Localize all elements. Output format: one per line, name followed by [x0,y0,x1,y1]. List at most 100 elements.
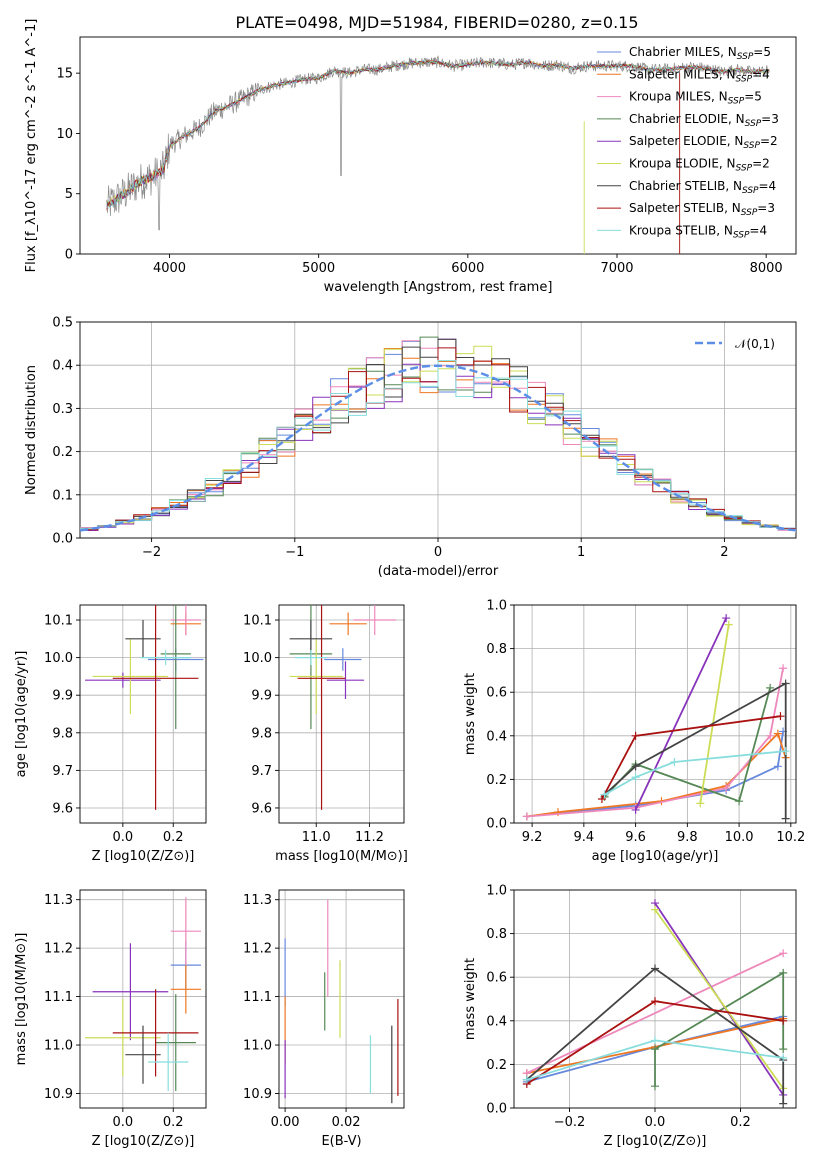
y-tick-label: 0.2 [486,773,507,788]
weight-series [526,668,784,818]
errorbars [85,605,204,810]
y-tick-label: 9.8 [52,726,73,741]
y-tick-label: 0.1 [52,488,73,503]
weight-marker [651,964,659,973]
weight-marker [522,1075,531,1084]
legend-entry: Chabrier MILES, NSSP=5 [629,45,771,62]
weight-marker [631,773,640,782]
weight-marker [781,814,790,823]
y-tick-label: 0.5 [52,316,73,331]
errorbars [85,897,201,1092]
y-tick-label: 0.4 [486,729,507,744]
weight-marker [651,1082,659,1091]
errorbars [284,899,399,1104]
x-tick-label: 0.0 [112,830,133,845]
y-tick-label: 11.3 [44,893,73,908]
y-tick-label: 9.8 [251,726,272,741]
x-axis-label: Z [log10(Z/Z⊙)] [92,849,195,864]
y-axis-label: Flux [f_λ10^-17 erg cm^-2 s^-1 A^-1] [24,19,39,273]
x-tick-label: 11.2 [355,830,384,845]
weight-marker [779,1016,788,1025]
weight-series [526,731,787,818]
weight-series [654,971,785,1087]
y-tick-label: 9.6 [251,801,272,816]
y-tick-label: 0.2 [486,1058,507,1073]
legend-entry: Kroupa MILES, NSSP=5 [629,90,762,107]
weight-marker [779,968,788,977]
x-tick-label: 0.2 [730,1115,751,1130]
y-tick-label: 11.3 [243,893,272,908]
weight-marker [631,762,640,771]
axes-frame [79,604,207,824]
x-tick-label: 0.2 [163,1115,184,1130]
normal-curve [80,364,796,532]
x-tick-label: 11.0 [302,830,331,845]
axes-frame [278,889,405,1109]
y-tick-label: 11.1 [44,990,73,1005]
figure-title: PLATE=0498, MJD=51984, FIBERID=0280, z=0… [235,13,638,32]
weight-marker [773,762,782,771]
y-tick-label: 5 [65,187,73,202]
y-tick-label: 1.0 [486,599,507,614]
y-tick-label: 0.8 [486,927,507,942]
x-tick-label: 8000 [750,261,783,276]
x-tick-label: 0.2 [163,830,184,845]
plot-age-vs-Z: 0.0 0.2 9.6 9.7 9.8 9.9 10.0 10.1 Z [log10(Z/Z⊙)… [14,604,207,864]
x-tick-label: −1 [285,545,304,560]
y-tick-label: 0.0 [486,1102,507,1117]
x-tick-label: 9.4 [574,830,595,845]
y-tick-label: 10.9 [44,1087,73,1102]
y-tick-label: 0.3 [52,402,73,417]
weight-marker [776,712,785,721]
y-tick-label: 0.0 [486,817,507,832]
y-tick-label: 9.7 [251,764,272,779]
x-tick-label: 10.0 [725,830,754,845]
plot-weight-vs-age: 9.2 9.4 9.6 9.8 10.0 10.2 0.0 0.2 0.4 0.6 0.8 1.0 ag… [463,599,805,865]
y-tick-label: 0.0 [52,532,73,547]
x-axis-label: age [log10(age/yr)] [592,849,719,864]
weight-marker [631,805,640,814]
weight-marker [779,1053,788,1062]
plot-weight-vs-Z: −0.2 0.0 0.2 0.0 0.2 0.4 0.6 0.8 1.0 Z [log10(Z/Z… [463,884,797,1149]
weight-marker [696,799,705,808]
axes-frame [513,889,797,1109]
x-tick-label: 0.02 [332,1115,361,1130]
y-tick-label: 1.0 [486,884,507,899]
histogram-series [80,340,796,531]
x-axis-label: (data-model)/error [378,564,499,579]
weight-series [603,681,787,819]
histogram-series [80,340,796,533]
x-axis-label: E(B-V) [321,1134,361,1149]
plot-residuals: −2 −1 0 1 2 0.0 0.1 0.2 0.3 0.4 0.5 (data-model)/er… [24,316,797,579]
weight-series [526,967,785,1104]
weight-marker [779,1045,788,1054]
weight-marker [651,1036,659,1045]
x-tick-label: 9.8 [677,830,698,845]
histogram-lines [80,336,796,533]
x-tick-label: 9.6 [625,830,646,845]
weight-series [699,624,730,804]
weight-lines [522,899,788,1108]
weight-marker [670,757,679,766]
weight-marker [735,797,744,806]
y-tick-label: 11.1 [243,990,272,1005]
y-tick-label: 11.2 [243,942,272,957]
y-axis-label: mass weight [463,958,478,1040]
y-tick-label: 0.8 [486,642,507,657]
legend-entry: Kroupa STELIB, NSSP=4 [629,223,767,240]
weight-marker [779,949,788,958]
x-axis-label: mass [log10(M/M⊙)] [275,849,408,864]
histogram-series [80,347,796,533]
weight-series [604,750,786,796]
y-tick-label: 10.1 [44,614,73,629]
x-tick-label: 9.2 [522,830,543,845]
plot-mass-vs-Z: 0.0 0.2 10.9 11.0 11.1 11.2 11.3 Z [log10(Z/Z⊙)… [14,889,207,1149]
legend-entry: Salpeter MILES, NSSP=4 [629,67,770,84]
axes-frame [79,321,797,539]
x-tick-label: 6000 [451,261,484,276]
x-tick-label: 4000 [153,261,186,276]
y-axis-label: Normed distribution [24,365,39,495]
legend-entry: Chabrier STELIB, NSSP=4 [629,179,776,196]
x-axis-label: wavelength [Angstrom, rest frame] [324,280,553,295]
